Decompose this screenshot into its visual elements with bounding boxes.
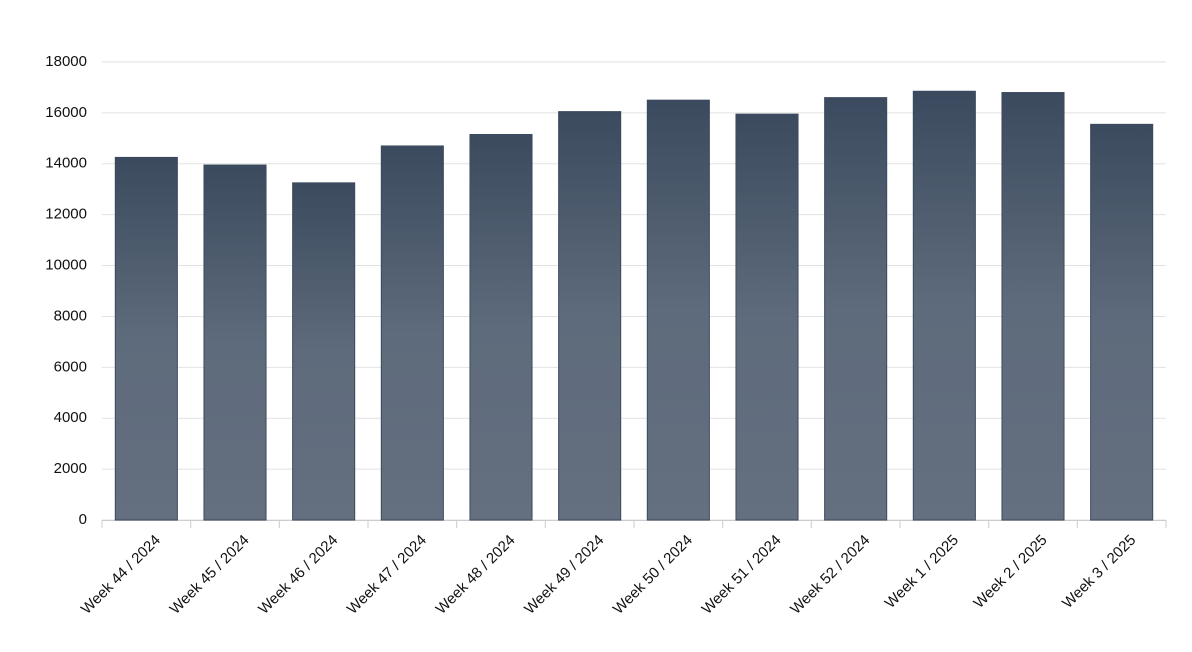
y-tick-label: 10000 [45,257,87,274]
y-tick-label: 12000 [45,206,87,223]
x-tick-label: Week 48 / 2024 [433,532,519,618]
bar [912,90,976,521]
bar [380,145,444,521]
x-tick-label: Week 3 / 2025 [1059,532,1139,612]
x-tick-label: Week 45 / 2024 [167,532,253,618]
bar [735,113,799,521]
y-tick-label: 6000 [54,358,87,375]
x-tick-label: Week 52 / 2024 [787,532,873,618]
bar [114,156,178,521]
y-tick-label: 2000 [54,460,87,477]
bar [292,182,356,521]
x-tick-label: Week 49 / 2024 [521,532,607,618]
y-tick-label: 18000 [45,53,87,70]
x-tick-label: Week 44 / 2024 [78,532,164,618]
x-tick-label: Week 2 / 2025 [970,532,1050,612]
bar [646,99,710,521]
x-tick-label: Week 47 / 2024 [344,532,430,618]
y-tick-label: 14000 [45,155,87,172]
x-tick-label: Week 50 / 2024 [610,532,696,618]
bar [1090,123,1154,521]
bar [558,111,622,521]
bar [469,134,533,521]
bar [203,164,267,521]
bar [824,97,888,521]
x-tick-label: Week 51 / 2024 [699,532,785,618]
y-tick-label: 4000 [54,409,87,426]
x-tick-label: Week 1 / 2025 [882,532,962,612]
x-tick-label: Week 46 / 2024 [255,532,341,618]
y-tick-label: 8000 [54,307,87,324]
bar [1001,92,1065,521]
y-tick-label: 16000 [45,104,87,121]
y-tick-label: 0 [79,511,87,528]
